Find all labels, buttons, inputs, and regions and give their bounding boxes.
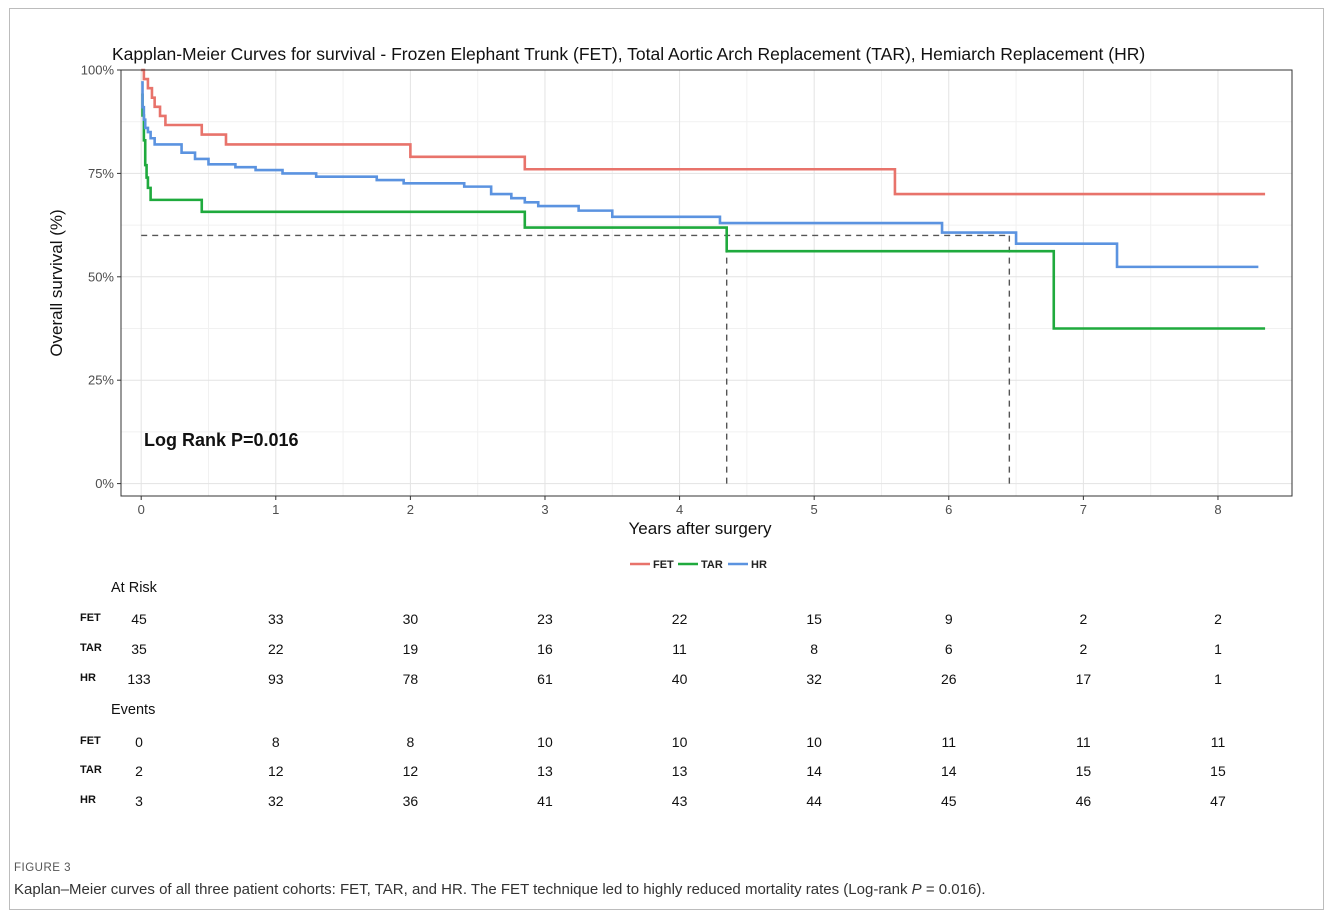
x-tick-label: 1 [272, 502, 279, 517]
x-tick-label: 7 [1080, 502, 1087, 517]
figure-label: FIGURE 3 [14, 862, 72, 874]
y-tick-label: 0% [95, 476, 114, 491]
km-chart: 0 1 2 3 4 5 6 7 8 0% 25% 50% 75% 100% Log Rank P=0.01… [47, 63, 1293, 571]
chart-title: Kapplan-Meier Curves for survival - Froz… [112, 44, 1146, 64]
x-tick-label: 5 [811, 502, 818, 517]
figure-frame [9, 8, 1324, 910]
figure-caption: Kaplan–Meier curves of all three patient… [14, 881, 985, 898]
x-tick-label: 8 [1214, 502, 1221, 517]
x-tick-label: 3 [541, 502, 548, 517]
y-axis-label: Overall survival (%) [47, 209, 66, 356]
series-tar-line [141, 93, 1266, 330]
legend-label-tar: TAR [701, 559, 723, 571]
legend-label-fet: FET [653, 559, 674, 571]
series-layer [141, 68, 1266, 330]
x-tick-label: 6 [945, 502, 952, 517]
x-tick-label: 0 [138, 502, 145, 517]
x-tick-label: 2 [407, 502, 414, 517]
log-rank-annotation: Log Rank P=0.016 [144, 430, 299, 450]
y-tick-label: 75% [88, 166, 114, 181]
reference-lines [141, 234, 1011, 484]
tick-layer: 0 1 2 3 4 5 6 7 8 0% 25% 50% 75% 100% [81, 63, 1222, 518]
caption-part-2: = 0.016). [921, 881, 986, 898]
y-tick-label: 25% [88, 373, 114, 388]
legend: FET TAR HR [630, 559, 767, 571]
x-tick-label: 4 [676, 502, 683, 517]
series-fet-line [141, 68, 1266, 196]
y-tick-label: 100% [81, 63, 115, 78]
legend-label-hr: HR [751, 559, 767, 571]
caption-p: P [911, 881, 922, 898]
caption-part-1: Kaplan–Meier curves of all three patient… [14, 881, 912, 898]
y-tick-label: 50% [88, 269, 114, 284]
series-hr-line [141, 81, 1259, 269]
panel-border [120, 69, 1293, 497]
x-axis-label: Years after surgery [629, 519, 772, 538]
